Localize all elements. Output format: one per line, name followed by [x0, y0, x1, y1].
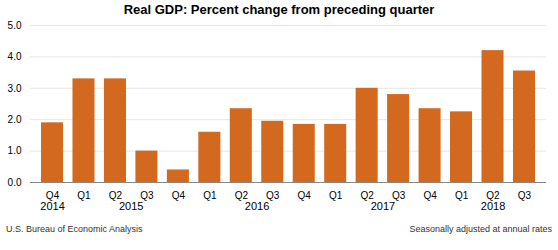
svg-text:Q2: Q2	[235, 190, 249, 201]
svg-text:Q3: Q3	[518, 190, 532, 201]
svg-text:4.0: 4.0	[8, 51, 22, 62]
svg-text:Q2: Q2	[109, 190, 123, 201]
svg-text:Q3: Q3	[266, 190, 280, 201]
svg-text:Q2: Q2	[486, 190, 500, 201]
svg-text:0.0: 0.0	[8, 177, 22, 188]
svg-text:Q1: Q1	[203, 190, 217, 201]
html-text:U.S. Bureau of Economic Analys: U.S. Bureau of Economic Analysis	[6, 224, 143, 234]
svg-text:5.0: 5.0	[8, 20, 22, 31]
svg-text:Q1: Q1	[329, 190, 343, 201]
svg-text:Q4: Q4	[172, 190, 186, 201]
svg-text:Q2: Q2	[360, 190, 374, 201]
html-text:Seasonally adjusted at annual: Seasonally adjusted at annual rates	[409, 224, 552, 234]
svg-text:2015: 2015	[119, 200, 143, 212]
svg-text:2014: 2014	[40, 200, 64, 212]
svg-text:Q3: Q3	[392, 190, 406, 201]
svg-text:Q1: Q1	[455, 190, 469, 201]
svg-text:Q4: Q4	[423, 190, 437, 201]
svg-text:2018: 2018	[481, 200, 505, 212]
svg-text:2.0: 2.0	[8, 114, 22, 125]
svg-text:3.0: 3.0	[8, 83, 22, 94]
svg-text:2017: 2017	[371, 200, 395, 212]
svg-text:Q3: Q3	[140, 190, 154, 201]
svg-text:Q1: Q1	[77, 190, 91, 201]
html-text:Real GDP: Percent change from: Real GDP: Percent change from preceding …	[123, 2, 435, 17]
svg-text:Q4: Q4	[46, 190, 60, 201]
svg-text:2016: 2016	[245, 200, 269, 212]
svg-text:1.0: 1.0	[8, 145, 22, 156]
svg-text:Q4: Q4	[298, 190, 312, 201]
